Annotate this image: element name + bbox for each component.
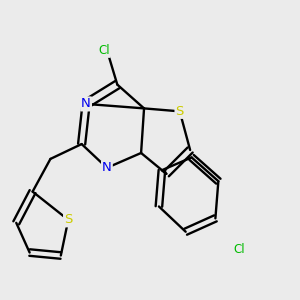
- Text: N: N: [81, 98, 91, 110]
- Text: S: S: [64, 213, 73, 226]
- Text: N: N: [102, 161, 112, 174]
- Text: S: S: [176, 105, 184, 118]
- Text: Cl: Cl: [233, 243, 245, 256]
- Text: Cl: Cl: [98, 44, 110, 57]
